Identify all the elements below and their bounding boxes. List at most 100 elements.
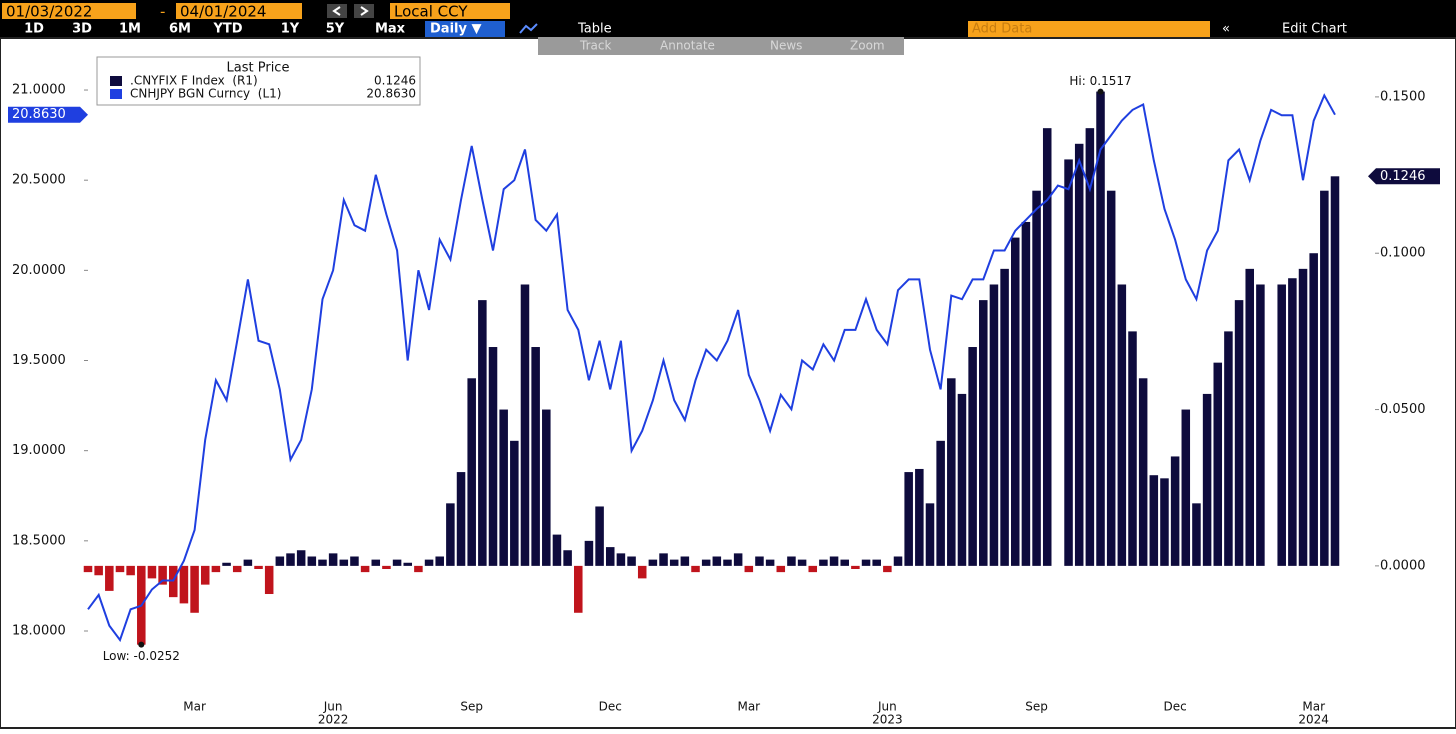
bar bbox=[1128, 331, 1137, 566]
bar bbox=[787, 556, 796, 566]
bar bbox=[605, 547, 615, 566]
currency-box[interactable] bbox=[390, 3, 510, 19]
bar bbox=[254, 565, 263, 570]
y2-tick-label: 0.0500 bbox=[1380, 402, 1426, 417]
frequency[interactable]: Daily ▼ bbox=[430, 22, 481, 37]
tool-button[interactable]: News bbox=[770, 39, 802, 53]
start-date-box[interactable] bbox=[2, 3, 136, 19]
bar bbox=[1224, 331, 1233, 566]
frequency-box[interactable] bbox=[425, 21, 505, 37]
chart-icon[interactable] bbox=[519, 23, 538, 34]
bar bbox=[680, 556, 690, 566]
bar bbox=[1042, 128, 1052, 566]
bar bbox=[339, 559, 349, 566]
tool-button[interactable]: Zoom bbox=[850, 39, 885, 53]
date-separator: - bbox=[160, 3, 165, 21]
bar bbox=[403, 562, 413, 566]
bar bbox=[126, 565, 135, 576]
next-button[interactable] bbox=[354, 4, 374, 18]
bar bbox=[1010, 237, 1020, 566]
bar bbox=[222, 562, 231, 566]
x-tick-label: Mar bbox=[737, 700, 760, 714]
bar bbox=[1202, 393, 1212, 566]
bar bbox=[478, 300, 487, 566]
start-date[interactable]: 01/03/2022 bbox=[6, 3, 92, 21]
last-value-label: 20.8630 bbox=[12, 107, 66, 122]
y-tick-label: 18.5000 bbox=[12, 533, 66, 548]
high-annotation: Hi: 0.1517 bbox=[1069, 74, 1131, 88]
bar bbox=[296, 550, 306, 566]
period-button[interactable]: 1M bbox=[119, 22, 141, 37]
x-group-label: 2023 bbox=[872, 713, 903, 727]
bar bbox=[350, 556, 359, 566]
bar bbox=[542, 409, 551, 566]
bar bbox=[829, 556, 839, 566]
bar bbox=[115, 565, 125, 573]
low-annotation: Low: -0.0252 bbox=[103, 649, 180, 663]
add-data[interactable]: Add Data bbox=[972, 22, 1032, 37]
bar bbox=[1213, 362, 1223, 566]
x-tick-label: Mar bbox=[1302, 700, 1325, 714]
bar bbox=[467, 378, 476, 566]
y2-tick-label: 0.0000 bbox=[1380, 558, 1426, 573]
bar bbox=[925, 503, 935, 566]
end-date-box[interactable] bbox=[176, 3, 302, 19]
x-group-label: 2024 bbox=[1298, 713, 1329, 727]
x-group-label: 2022 bbox=[318, 713, 349, 727]
bar bbox=[307, 556, 317, 566]
bar bbox=[947, 378, 956, 566]
y-tick-label: 18.0000 bbox=[12, 623, 66, 638]
bar bbox=[1032, 190, 1041, 566]
legend-box bbox=[96, 56, 421, 106]
add-data-box[interactable] bbox=[968, 21, 1210, 37]
period-button[interactable]: YTD bbox=[212, 22, 242, 37]
edit-chart[interactable]: Edit Chart bbox=[1282, 22, 1347, 37]
legend-value: 0.1246 bbox=[374, 74, 416, 88]
bar bbox=[1234, 300, 1244, 566]
bar bbox=[510, 440, 519, 566]
bar bbox=[659, 553, 668, 566]
bar bbox=[371, 559, 381, 566]
bar bbox=[360, 565, 370, 573]
bar bbox=[957, 393, 967, 566]
prev-button[interactable] bbox=[327, 4, 347, 18]
period-button[interactable]: 1D bbox=[24, 22, 44, 37]
y-tick-label: 20.5000 bbox=[12, 173, 66, 188]
bar bbox=[851, 565, 860, 570]
collapse-icon[interactable]: « bbox=[1222, 22, 1230, 37]
bar bbox=[1085, 128, 1095, 566]
bar bbox=[712, 556, 722, 566]
high-dot bbox=[1097, 88, 1104, 95]
bar bbox=[169, 565, 178, 598]
period-button[interactable]: 6M bbox=[169, 22, 191, 37]
bar bbox=[232, 565, 242, 573]
bar bbox=[1096, 91, 1105, 566]
tools-bar bbox=[538, 37, 904, 55]
legend-title: Last Price bbox=[227, 61, 290, 76]
x-tick-label: Jun bbox=[323, 700, 343, 714]
tool-button[interactable]: Annotate bbox=[660, 39, 715, 53]
bar bbox=[1298, 268, 1308, 566]
period-button[interactable]: 1Y bbox=[281, 22, 300, 37]
last-value-tag bbox=[1368, 168, 1440, 185]
bar bbox=[1000, 268, 1009, 566]
bar bbox=[1309, 253, 1318, 566]
period-button[interactable]: 3D bbox=[72, 22, 92, 37]
period-button[interactable]: Max bbox=[375, 22, 406, 37]
legend-entry: .CNYFIX F Index (R1) bbox=[130, 74, 258, 88]
bar bbox=[744, 565, 754, 573]
bar bbox=[105, 565, 114, 591]
bar bbox=[563, 550, 572, 566]
bar bbox=[1320, 190, 1329, 566]
tool-button[interactable]: Track bbox=[579, 39, 611, 53]
x-tick-label: Sep bbox=[460, 700, 483, 714]
bar bbox=[1181, 409, 1191, 566]
currency[interactable]: Local CCY bbox=[394, 3, 468, 21]
period-button[interactable]: 5Y bbox=[326, 22, 345, 37]
end-date[interactable]: 04/01/2024 bbox=[180, 3, 266, 21]
last-value-tag bbox=[8, 106, 88, 123]
table-button[interactable]: Table bbox=[577, 22, 612, 37]
bar bbox=[243, 559, 253, 566]
bar bbox=[1288, 278, 1297, 566]
